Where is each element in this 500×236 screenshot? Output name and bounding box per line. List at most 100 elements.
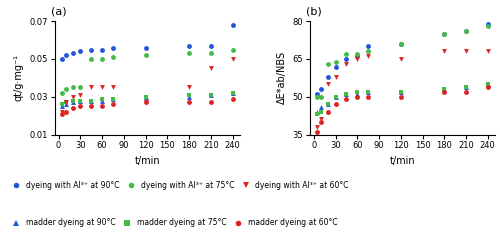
Point: [185, 101, 193, 104]
Point: [58, 104, 66, 108]
Point: [484, 24, 492, 28]
Point: [364, 50, 372, 53]
Point: [332, 65, 340, 68]
Point: [324, 102, 332, 106]
Point: [69, 95, 77, 99]
Point: [440, 50, 448, 53]
Point: [109, 97, 117, 101]
Point: [314, 113, 322, 116]
Point: [98, 99, 106, 102]
Point: [207, 51, 215, 55]
Point: [207, 101, 215, 104]
Point: [354, 55, 362, 58]
Point: [342, 52, 350, 56]
Point: [76, 99, 84, 102]
Point: [314, 92, 322, 96]
Point: [98, 85, 106, 89]
Point: [397, 95, 405, 99]
Point: [364, 45, 372, 48]
Point: [354, 90, 362, 94]
Point: [324, 110, 332, 114]
Point: [317, 110, 325, 114]
Point: [440, 90, 448, 94]
Point: [440, 87, 448, 91]
Point: [364, 90, 372, 94]
Point: [62, 101, 70, 104]
Point: [87, 48, 95, 51]
Point: [58, 112, 66, 116]
Point: [314, 95, 322, 99]
Point: [142, 53, 150, 57]
Point: [332, 95, 340, 99]
Point: [440, 87, 448, 91]
Point: [185, 85, 193, 89]
Point: [228, 97, 236, 101]
Text: (b): (b): [306, 7, 322, 17]
Point: [185, 93, 193, 97]
Point: [484, 85, 492, 88]
Point: [317, 118, 325, 121]
Point: [324, 75, 332, 79]
Point: [58, 57, 66, 61]
Point: [76, 104, 84, 108]
Point: [109, 102, 117, 106]
Point: [142, 95, 150, 99]
Point: [87, 104, 95, 108]
Point: [324, 102, 332, 106]
Point: [228, 57, 236, 61]
Point: [87, 99, 95, 102]
Point: [62, 110, 70, 114]
Point: [207, 67, 215, 70]
Point: [332, 95, 340, 99]
Point: [228, 91, 236, 95]
Point: [109, 55, 117, 59]
Point: [69, 99, 77, 102]
Y-axis label: qt/g·mg⁻¹: qt/g·mg⁻¹: [14, 54, 24, 101]
Point: [314, 125, 322, 129]
Point: [317, 95, 325, 99]
Point: [324, 62, 332, 66]
Point: [317, 87, 325, 91]
Point: [69, 106, 77, 110]
Legend: dyeing with Al³⁺ at 90°C, dyeing with Al³⁺ at 75°C, dyeing with Al³⁺ at 60°C: dyeing with Al³⁺ at 90°C, dyeing with Al…: [9, 181, 349, 190]
Point: [207, 93, 215, 97]
Point: [98, 57, 106, 61]
Point: [462, 50, 470, 53]
Y-axis label: ΔE*ab/NBS: ΔE*ab/NBS: [277, 51, 287, 105]
Point: [397, 42, 405, 46]
Point: [228, 91, 236, 95]
Text: (a): (a): [52, 7, 67, 17]
Point: [142, 95, 150, 99]
Point: [62, 101, 70, 104]
X-axis label: t/min: t/min: [134, 156, 160, 166]
Point: [364, 95, 372, 99]
Point: [354, 57, 362, 61]
Point: [185, 95, 193, 99]
Point: [397, 90, 405, 94]
Point: [62, 53, 70, 57]
Point: [317, 105, 325, 109]
Point: [332, 60, 340, 63]
Point: [364, 55, 372, 58]
Point: [58, 102, 66, 106]
Point: [228, 48, 236, 51]
Point: [228, 23, 236, 27]
Point: [342, 62, 350, 66]
Point: [185, 44, 193, 48]
Point: [185, 51, 193, 55]
Point: [364, 90, 372, 94]
Point: [62, 102, 70, 106]
Point: [484, 22, 492, 26]
Point: [109, 46, 117, 50]
Point: [342, 57, 350, 61]
Point: [484, 82, 492, 86]
Point: [440, 32, 448, 36]
Point: [324, 82, 332, 86]
Point: [76, 99, 84, 102]
Point: [58, 110, 66, 114]
Point: [332, 75, 340, 79]
Point: [397, 57, 405, 61]
Point: [62, 87, 70, 91]
Point: [142, 101, 150, 104]
Point: [342, 92, 350, 96]
